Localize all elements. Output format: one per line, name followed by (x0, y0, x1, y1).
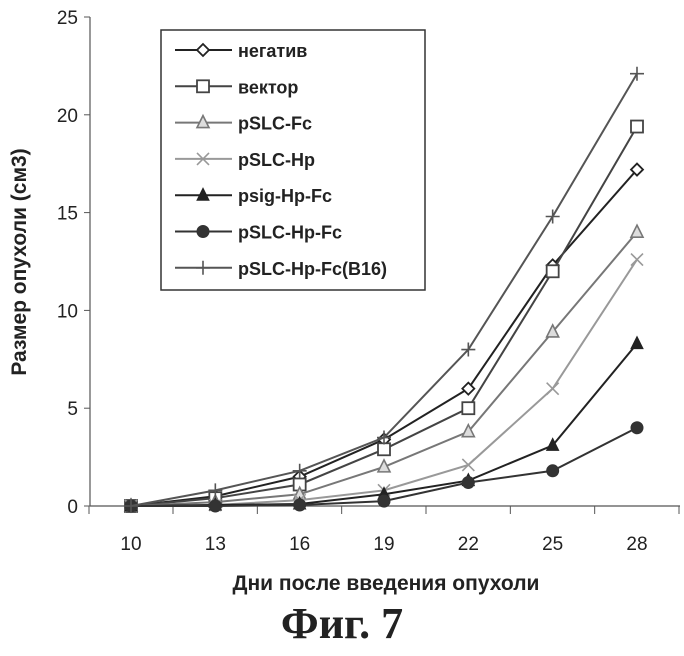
data-point (209, 500, 221, 512)
data-point (547, 465, 559, 477)
legend-label: негатив (238, 41, 307, 61)
legend-label: pSLC-Hp (238, 150, 315, 170)
legend-marker (197, 226, 209, 238)
y-axis-label: Размер опухоли (см3) (8, 148, 31, 375)
data-point (631, 254, 643, 266)
data-point (631, 337, 643, 349)
data-point (547, 265, 559, 277)
legend-label: pSLC-Hp-Fc(B16) (238, 259, 387, 279)
y-tick-label: 0 (67, 497, 78, 518)
x-tick-label: 28 (626, 534, 647, 555)
x-tick-label: 22 (458, 534, 479, 555)
x-tick-label: 10 (120, 534, 141, 555)
data-point (631, 225, 643, 237)
y-tick-label: 5 (67, 399, 78, 420)
data-point (462, 402, 474, 414)
data-point (462, 459, 474, 471)
data-point (546, 210, 560, 224)
y-tick-label: 15 (57, 204, 78, 225)
y-tick-label: 20 (57, 106, 78, 127)
data-point (294, 499, 306, 511)
series-line (131, 344, 637, 506)
data-point (631, 121, 643, 133)
legend-marker (197, 80, 209, 92)
data-point (631, 422, 643, 434)
data-point (630, 67, 644, 81)
data-point (462, 383, 474, 395)
series-3 (125, 254, 643, 512)
x-axis-label: Дни после введения опухоли (233, 572, 540, 595)
x-tick-label: 13 (205, 534, 226, 555)
line-chart: 0 5 10 15 20 25 10 13 16 19 22 25 28 негатив вектор pS… (0, 0, 684, 600)
legend-label: вектор (238, 77, 298, 97)
series-4 (125, 337, 643, 511)
legend-label: psig-Hp-Fc (238, 186, 332, 206)
data-point (462, 477, 474, 489)
x-tick-label: 16 (289, 534, 310, 555)
data-point (547, 383, 559, 395)
data-point (378, 443, 390, 455)
figure-caption: Фиг. 7 (0, 598, 684, 649)
y-tick-label: 10 (57, 301, 78, 322)
data-point (378, 495, 390, 507)
legend-label: pSLC-Hp-Fc (238, 223, 342, 243)
figure: 0 5 10 15 20 25 10 13 16 19 22 25 28 негатив вектор pS… (0, 0, 684, 656)
y-tick-label: 25 (57, 8, 78, 29)
x-tick-label: 25 (542, 534, 563, 555)
x-tick-label: 19 (373, 534, 394, 555)
legend-label: pSLC-Fc (238, 114, 312, 134)
